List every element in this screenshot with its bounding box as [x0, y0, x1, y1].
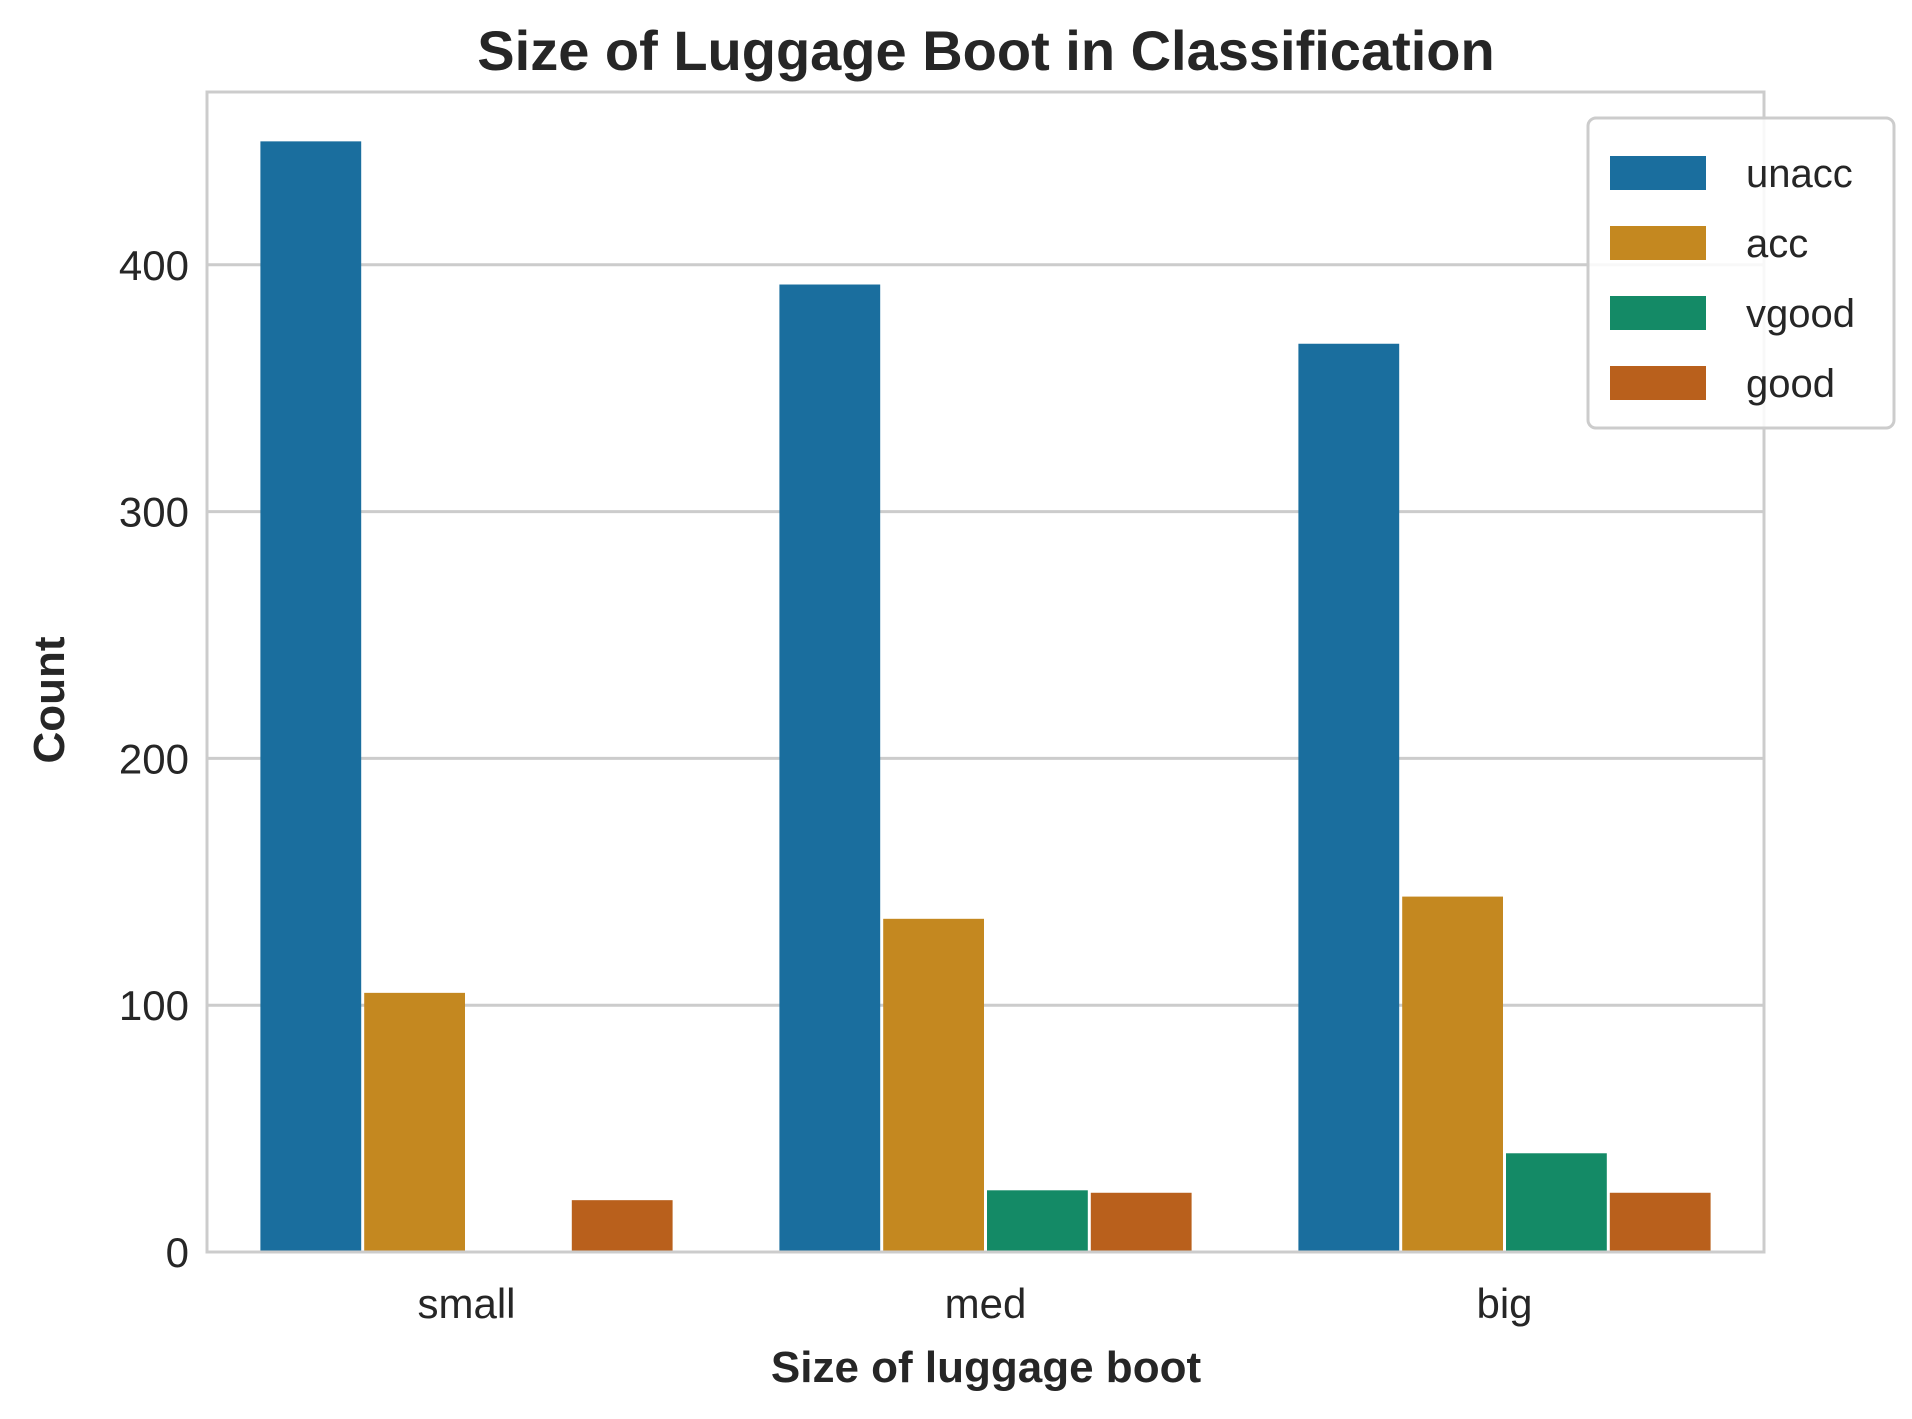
gridlines — [207, 263, 1764, 1007]
legend-label: vgood — [1746, 292, 1855, 336]
legend-label: good — [1746, 362, 1835, 406]
x-tick-label: big — [1476, 1280, 1532, 1327]
legend-swatch-acc — [1610, 226, 1706, 260]
legend-swatch-unacc — [1610, 156, 1706, 190]
y-axis-label: Count — [25, 636, 74, 763]
chart-title: Size of Luggage Boot in Classification — [477, 19, 1494, 82]
bar-unacc-small — [260, 141, 362, 1253]
x-tick-label: med — [945, 1280, 1027, 1327]
legend-box — [1586, 116, 1896, 430]
legend-label: acc — [1746, 222, 1808, 266]
bars — [260, 141, 1711, 1253]
legend: unacc acc vgood good — [1586, 116, 1896, 430]
x-tick-label: small — [417, 1280, 515, 1327]
bar-acc-big — [1402, 896, 1503, 1252]
bar-acc-small — [364, 992, 465, 1252]
legend-swatch-vgood — [1610, 296, 1706, 330]
y-tick-label: 0 — [166, 1229, 189, 1276]
legend-swatch-good — [1610, 366, 1706, 400]
x-axis-label: Size of luggage boot — [771, 1343, 1202, 1392]
y-tick-label: 300 — [119, 489, 189, 536]
x-tick-labels: small med big — [417, 1280, 1532, 1327]
legend-label: unacc — [1746, 152, 1853, 196]
plot-frame — [205, 90, 1766, 1254]
bar-good-small — [571, 1200, 673, 1252]
y-tick-labels: 0 100 200 300 400 — [119, 242, 189, 1276]
bar-vgood-big — [1506, 1153, 1607, 1252]
bar-good-big — [1609, 1192, 1711, 1252]
bar-vgood-med — [987, 1190, 1088, 1252]
y-tick-label: 400 — [119, 242, 189, 289]
bar-unacc-big — [1298, 343, 1400, 1252]
y-tick-label: 100 — [119, 982, 189, 1029]
y-tick-label: 200 — [119, 735, 189, 782]
bar-acc-med — [883, 918, 984, 1252]
bar-unacc-med — [779, 284, 881, 1253]
bar-good-med — [1090, 1192, 1192, 1252]
